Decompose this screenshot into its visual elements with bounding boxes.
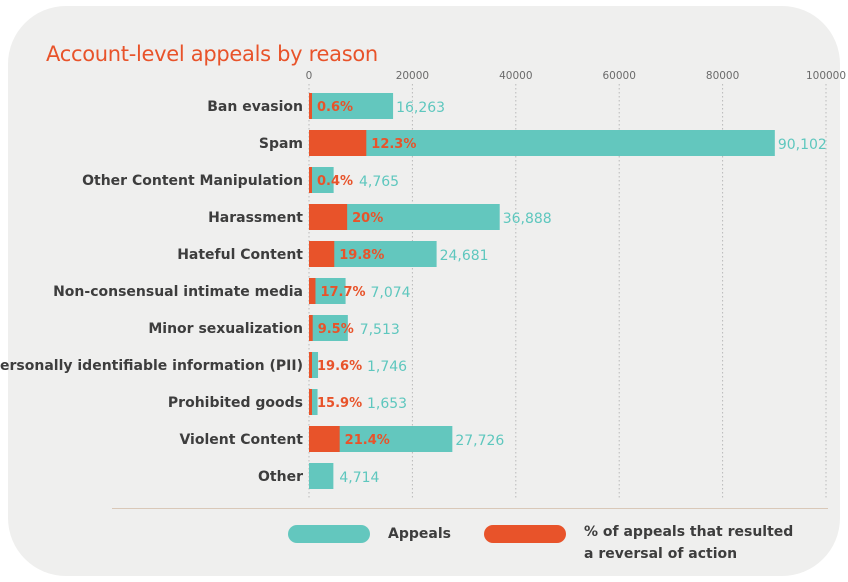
- bar-appeals: [309, 389, 318, 415]
- data-label-appeals: 36,888: [503, 211, 552, 227]
- category-label: Minor sexualization: [148, 321, 303, 337]
- category-label: Harassment: [208, 210, 303, 226]
- data-label-appeals: 1,653: [367, 396, 407, 412]
- bar-appeals: [309, 352, 319, 378]
- category-label: Non-consensual intimate media: [53, 284, 303, 300]
- legend-label-reversal-line1: % of appeals that resulted: [584, 524, 794, 540]
- bar-reversal: [309, 93, 312, 119]
- data-label-appeals: 1,746: [367, 359, 407, 375]
- bar-reversal: [309, 426, 340, 452]
- data-label-appeals: 27,726: [455, 433, 504, 449]
- data-label-reversal: 19.6%: [317, 359, 362, 374]
- data-label-appeals: 24,681: [440, 248, 489, 264]
- bar-appeals: [309, 93, 394, 119]
- bar-reversal: [309, 204, 348, 230]
- data-label-reversal: 9.5%: [318, 322, 354, 337]
- category-label: Ban evasion: [207, 99, 303, 115]
- tick-label: 100000: [806, 70, 846, 82]
- chart-title: Account-level appeals by reason: [46, 42, 378, 66]
- bar-reversal: [309, 278, 316, 304]
- bar-appeals: [309, 463, 334, 489]
- bar-reversal: [309, 167, 312, 193]
- data-label-appeals: 90,102: [778, 137, 827, 153]
- data-label-appeals: 7,074: [370, 285, 410, 301]
- tick-label: 60000: [602, 70, 635, 82]
- data-label-reversal: 21.4%: [345, 433, 390, 448]
- bar-reversal: [309, 352, 312, 378]
- data-label-reversal: 0.4%: [317, 174, 353, 189]
- data-label-appeals: 4,714: [339, 470, 379, 486]
- bar-reversal: [309, 130, 367, 156]
- legend-divider: [112, 508, 828, 509]
- bar-appeals: [309, 167, 334, 193]
- legend-label-appeals: Appeals: [388, 526, 451, 542]
- category-label: Prohibited goods: [168, 395, 303, 411]
- bar-reversal: [309, 315, 313, 341]
- bar-reversal: [309, 241, 335, 267]
- data-label-appeals: 4,765: [359, 174, 399, 190]
- data-label-reversal: 12.3%: [371, 137, 416, 152]
- bar-appeals: [309, 130, 775, 156]
- data-label-appeals: 7,513: [360, 322, 400, 338]
- data-label-reversal: 15.9%: [317, 396, 362, 411]
- tick-label: 40000: [499, 70, 532, 82]
- category-label: Personally identifiable information (PII…: [0, 358, 303, 374]
- chart-card: [8, 6, 840, 576]
- bar-reversal: [309, 389, 312, 415]
- bar-appeals: [309, 315, 348, 341]
- data-label-reversal: 19.8%: [339, 248, 384, 263]
- tick-label: 0: [306, 70, 313, 82]
- data-label-appeals: 16,263: [396, 100, 445, 116]
- data-label-reversal: 17.7%: [320, 285, 365, 300]
- category-label: Spam: [259, 136, 303, 152]
- data-label-reversal: 0.6%: [317, 100, 353, 115]
- category-label: Hateful Content: [177, 247, 303, 263]
- legend-swatch-appeals: [288, 525, 370, 543]
- tick-label: 80000: [706, 70, 739, 82]
- legend-label-reversal-line2: a reversal of action: [584, 546, 738, 562]
- category-label: Other Content Manipulation: [82, 173, 303, 189]
- category-label: Violent Content: [179, 432, 303, 448]
- tick-label: 20000: [396, 70, 429, 82]
- data-label-reversal: 20%: [352, 211, 383, 226]
- legend-swatch-reversal: [484, 525, 566, 543]
- category-label: Other: [258, 469, 303, 485]
